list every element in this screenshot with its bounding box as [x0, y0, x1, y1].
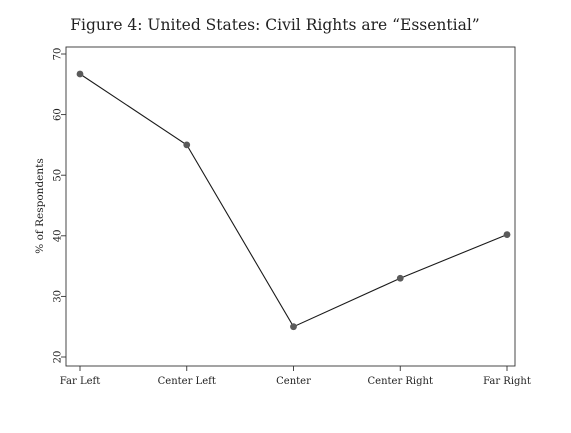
data-point [396, 274, 404, 282]
data-point [503, 231, 511, 238]
chart-title: Figure 4: United States: Civil Rights ar… [70, 16, 479, 34]
x-tick-label: Center [276, 376, 311, 387]
x-tick-label: Far Right [483, 376, 531, 387]
y-tick-label: 60 [53, 108, 64, 121]
plot-frame [65, 46, 516, 367]
y-tick-label: 50 [53, 169, 64, 182]
y-tick-label: 30 [53, 290, 64, 303]
x-axis: Far Left Center Left Center Center Right Far… [60, 366, 531, 387]
y-tick-label: 20 [53, 351, 64, 364]
data-point [290, 323, 297, 331]
data-series [76, 70, 511, 331]
data-point [76, 70, 84, 78]
y-axis: 20 30 40 50 60 70 [53, 48, 66, 364]
y-axis-label: % of Respondents [34, 158, 46, 253]
x-tick-label: Center Right [368, 376, 434, 387]
x-tick-label: Far Left [60, 376, 100, 387]
y-tick-label: 70 [53, 48, 64, 61]
data-point [183, 141, 191, 149]
series-line [79, 73, 508, 328]
x-tick-label: Center Left [158, 376, 216, 387]
y-tick-label: 40 [53, 229, 64, 242]
